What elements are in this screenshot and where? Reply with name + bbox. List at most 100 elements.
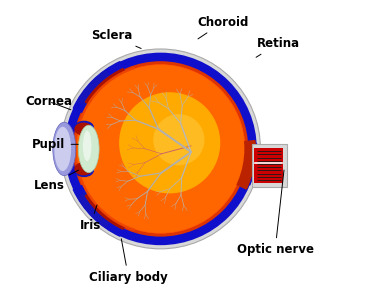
Circle shape [79, 68, 242, 230]
Circle shape [80, 68, 241, 229]
Circle shape [82, 71, 239, 227]
Circle shape [81, 70, 239, 228]
Wedge shape [228, 141, 255, 189]
Circle shape [78, 66, 244, 232]
Circle shape [81, 69, 240, 228]
Circle shape [78, 67, 242, 231]
Circle shape [77, 66, 244, 232]
Circle shape [78, 67, 243, 231]
Circle shape [79, 67, 242, 231]
Ellipse shape [78, 125, 99, 173]
Circle shape [78, 67, 243, 231]
Circle shape [120, 93, 220, 193]
Circle shape [78, 66, 244, 232]
Circle shape [81, 69, 240, 229]
Circle shape [154, 115, 204, 165]
Text: Iris: Iris [79, 205, 101, 232]
Circle shape [80, 68, 241, 229]
Wedge shape [85, 68, 130, 111]
Circle shape [83, 71, 238, 227]
Ellipse shape [75, 163, 92, 175]
Circle shape [76, 64, 245, 233]
Circle shape [79, 68, 242, 230]
Circle shape [79, 68, 242, 230]
Circle shape [80, 68, 241, 229]
Text: Pupil: Pupil [32, 138, 78, 151]
Circle shape [77, 65, 244, 232]
Circle shape [78, 67, 243, 231]
FancyBboxPatch shape [252, 144, 288, 187]
Text: Sclera: Sclera [91, 29, 141, 49]
Circle shape [82, 71, 239, 227]
Circle shape [77, 65, 244, 232]
Circle shape [79, 67, 242, 231]
Circle shape [81, 70, 239, 228]
Circle shape [78, 66, 243, 232]
Circle shape [76, 65, 244, 233]
Circle shape [80, 68, 241, 230]
Circle shape [81, 69, 240, 229]
Circle shape [81, 69, 241, 229]
Ellipse shape [54, 127, 71, 171]
Circle shape [80, 68, 241, 230]
Circle shape [80, 68, 241, 230]
Circle shape [81, 70, 240, 228]
Text: Choroid: Choroid [197, 16, 249, 39]
Circle shape [64, 52, 257, 245]
Circle shape [84, 72, 237, 226]
Circle shape [84, 73, 237, 225]
Circle shape [79, 67, 242, 231]
Circle shape [78, 66, 243, 231]
Circle shape [82, 70, 239, 227]
FancyBboxPatch shape [254, 148, 283, 183]
Wedge shape [75, 68, 158, 230]
Ellipse shape [75, 121, 93, 134]
Circle shape [75, 63, 247, 235]
Circle shape [80, 68, 241, 230]
Wedge shape [73, 155, 154, 236]
Ellipse shape [75, 164, 93, 177]
Circle shape [84, 72, 237, 226]
Circle shape [82, 70, 239, 228]
Circle shape [81, 70, 240, 228]
Circle shape [81, 69, 241, 229]
Circle shape [77, 65, 244, 233]
Circle shape [78, 66, 244, 232]
Circle shape [79, 68, 242, 230]
Circle shape [77, 66, 244, 232]
Wedge shape [238, 144, 257, 185]
Circle shape [81, 69, 240, 228]
Circle shape [76, 64, 245, 233]
Wedge shape [78, 188, 116, 227]
Circle shape [83, 72, 238, 226]
Ellipse shape [81, 136, 91, 162]
Circle shape [82, 71, 239, 227]
Ellipse shape [75, 123, 92, 135]
Text: Lens: Lens [34, 170, 79, 192]
Circle shape [79, 67, 242, 231]
Circle shape [82, 71, 239, 227]
Text: Ciliary body: Ciliary body [89, 239, 168, 284]
Circle shape [79, 68, 242, 231]
Circle shape [78, 66, 243, 231]
Wedge shape [73, 62, 154, 143]
Circle shape [82, 71, 238, 227]
Circle shape [81, 69, 240, 229]
Wedge shape [85, 187, 130, 229]
Circle shape [79, 68, 242, 230]
Text: Optic nerve: Optic nerve [236, 170, 314, 256]
Circle shape [84, 72, 237, 225]
Circle shape [82, 70, 239, 227]
Circle shape [79, 67, 242, 231]
Circle shape [78, 67, 243, 231]
Circle shape [82, 70, 239, 228]
Ellipse shape [83, 130, 91, 161]
Text: Cornea: Cornea [25, 95, 72, 110]
Circle shape [81, 69, 241, 229]
Circle shape [78, 66, 243, 232]
Circle shape [82, 70, 239, 227]
Circle shape [77, 65, 244, 233]
Circle shape [82, 70, 239, 228]
Circle shape [73, 61, 248, 237]
Circle shape [60, 49, 260, 249]
